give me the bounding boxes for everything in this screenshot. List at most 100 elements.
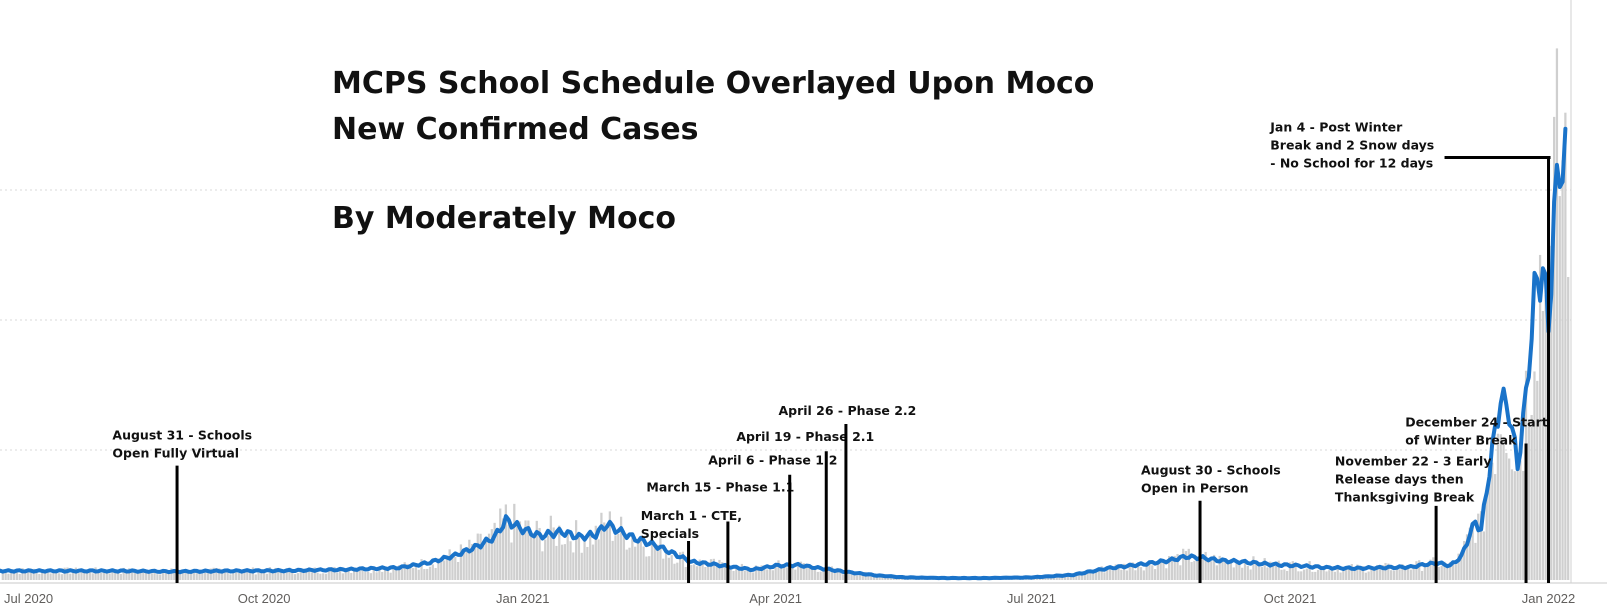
daily-bar	[1137, 565, 1140, 580]
daily-bar	[406, 563, 409, 580]
daily-bar	[628, 547, 631, 580]
daily-bar	[420, 559, 423, 580]
daily-bar	[423, 569, 426, 580]
daily-bar	[336, 572, 339, 580]
annotation-text: August 30 - Schools	[1141, 463, 1281, 478]
daily-bar	[608, 511, 611, 580]
daily-bar	[504, 504, 507, 580]
daily-bar	[631, 537, 634, 580]
daily-bar	[1446, 564, 1449, 580]
annotation-5: April 26 - Phase 2.2	[778, 403, 916, 583]
daily-bar	[1367, 571, 1370, 580]
daily-bar	[397, 565, 401, 580]
daily-bar	[1145, 564, 1148, 580]
daily-bar	[695, 566, 699, 580]
daily-bar	[125, 572, 128, 580]
daily-bar	[1106, 568, 1109, 580]
daily-bar	[1398, 569, 1401, 580]
daily-bar	[29, 572, 33, 580]
daily-bar	[847, 573, 850, 580]
daily-bar	[1229, 559, 1233, 580]
daily-bar	[1263, 558, 1266, 580]
daily-bar	[1550, 245, 1553, 580]
daily-bar	[400, 568, 404, 580]
daily-bar	[442, 560, 446, 580]
daily-bar	[431, 564, 434, 580]
daily-bar	[785, 567, 789, 580]
daily-bar	[102, 570, 106, 580]
daily-bar	[1443, 561, 1446, 580]
daily-bar	[676, 562, 679, 580]
daily-bar	[1257, 566, 1261, 580]
daily-bar	[532, 535, 536, 580]
daily-bar	[145, 570, 148, 580]
daily-bar	[603, 522, 606, 580]
daily-bar	[704, 567, 707, 580]
daily-bar	[1460, 551, 1463, 580]
daily-bar	[738, 567, 741, 580]
daily-bar	[327, 569, 330, 580]
daily-bar	[1493, 474, 1497, 580]
daily-bar	[324, 573, 328, 580]
daily-bar	[361, 566, 364, 580]
daily-bar	[544, 539, 547, 580]
daily-bar	[246, 569, 249, 580]
daily-bar	[791, 564, 794, 580]
daily-bar	[97, 571, 100, 580]
daily-bar	[1097, 570, 1100, 580]
daily-bar	[780, 564, 783, 580]
daily-bar	[1482, 531, 1486, 580]
daily-bar	[1184, 551, 1188, 580]
daily-bar	[389, 572, 392, 580]
annotation-9: Jan 4 - Post Winter Break and 2 Snow days…	[1269, 120, 1551, 583]
daily-bar	[749, 570, 752, 580]
daily-bar	[1491, 462, 1494, 580]
annotation-8: December 24 - Start of Winter Break	[1405, 415, 1548, 583]
daily-bar	[515, 523, 519, 580]
daily-bar	[507, 524, 510, 580]
daily-bar	[462, 548, 465, 580]
daily-bar	[243, 569, 246, 580]
daily-bar	[1356, 564, 1359, 580]
daily-bar	[223, 569, 226, 580]
daily-bar	[1241, 567, 1244, 580]
daily-bar	[1300, 571, 1303, 580]
daily-bar	[645, 556, 648, 580]
daily-bar	[187, 571, 190, 580]
daily-bar	[372, 567, 375, 580]
daily-bar	[1044, 577, 1047, 580]
daily-bar	[206, 569, 210, 580]
daily-bar	[476, 533, 479, 580]
daily-bar	[1260, 567, 1263, 580]
daily-bar	[1047, 577, 1050, 580]
daily-bar	[1499, 434, 1502, 580]
daily-bar	[15, 570, 18, 580]
daily-bar	[195, 573, 198, 580]
daily-bar	[1401, 564, 1404, 580]
daily-bar	[735, 565, 738, 580]
daily-bar	[1224, 559, 1227, 580]
daily-bar	[535, 520, 538, 580]
daily-bar	[18, 573, 21, 580]
daily-bar	[1302, 569, 1306, 580]
daily-bar	[1235, 562, 1238, 580]
daily-bar	[1449, 562, 1452, 580]
daily-bar	[619, 516, 623, 580]
daily-bar	[1204, 551, 1207, 580]
daily-bar	[1092, 570, 1095, 580]
daily-bar	[434, 568, 437, 580]
daily-bar	[1086, 570, 1089, 580]
daily-bar	[1465, 534, 1469, 580]
daily-bar	[88, 572, 92, 580]
daily-bar	[232, 572, 235, 580]
daily-bar	[510, 542, 513, 580]
daily-bar	[369, 573, 373, 580]
daily-bar	[1457, 553, 1460, 580]
daily-bar	[428, 566, 432, 580]
daily-bar	[296, 573, 300, 580]
daily-bar	[1322, 566, 1325, 580]
annotation-text: Break and 2 Snow days	[1270, 138, 1434, 153]
daily-bar	[830, 566, 833, 580]
daily-bar	[153, 571, 156, 580]
x-tick-label: Apr 2021	[749, 591, 802, 606]
